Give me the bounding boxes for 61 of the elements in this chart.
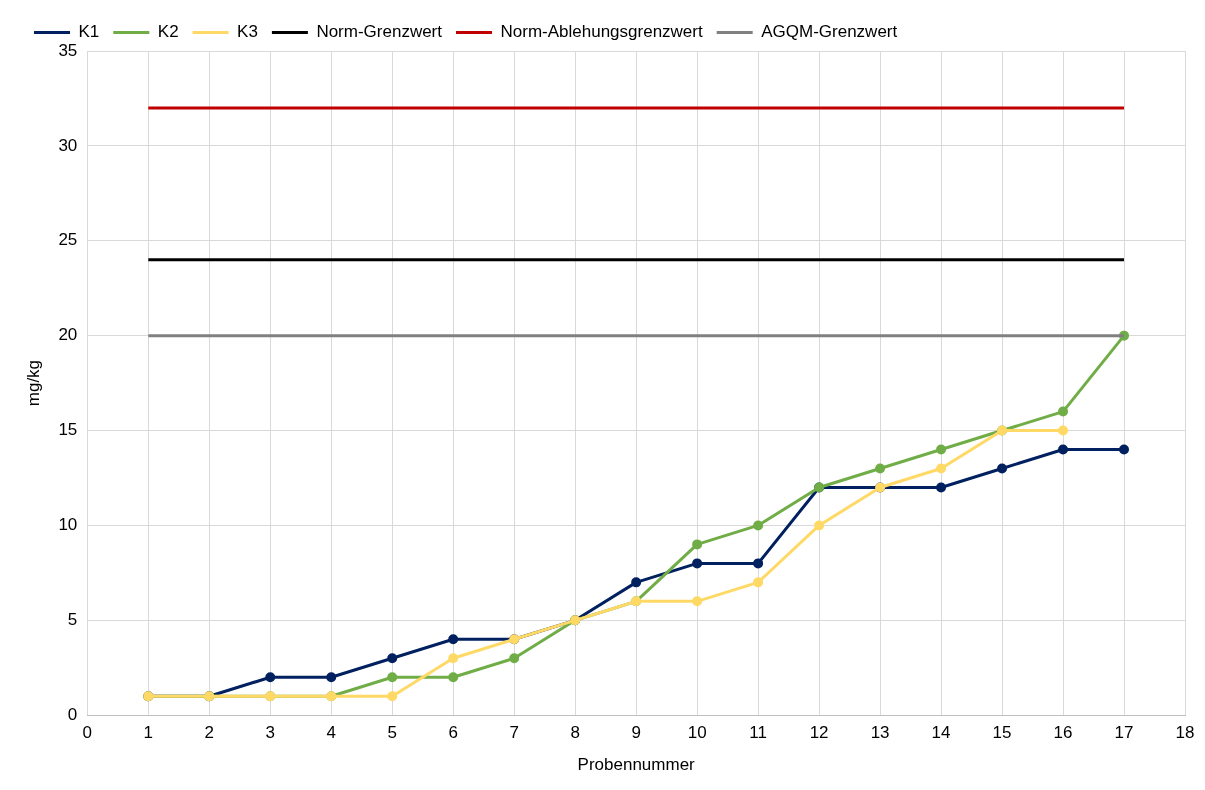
x-tick-label: 15 [992,723,1012,743]
y-axis-title: mg/kg [23,359,43,407]
point [448,672,459,683]
y-tick-label: 20 [58,325,78,345]
y-tick-label: 15 [58,420,78,440]
point [1058,444,1069,455]
y-tick-label: 30 [58,135,78,155]
legend-label: Norm-Ablehungsgrenzwert [500,22,703,42]
point [1119,444,1130,455]
legend-label: K3 [237,22,258,42]
x-tick-label: 5 [387,723,397,743]
x-tick-label: 10 [687,723,707,743]
y-tick-label: 0 [67,704,78,724]
point [692,558,703,569]
x-tick-label: 18 [1175,723,1195,743]
point [631,577,642,588]
x-axis-title: Probennummer [577,755,696,775]
point [753,520,764,531]
x-tick-label: 6 [448,723,458,743]
point [1058,406,1069,417]
x-tick-label: 3 [265,723,275,743]
point [387,691,398,702]
x-tick-label: 13 [870,723,890,743]
legend-label: K1 [78,22,100,42]
y-tick-label: 5 [67,610,78,629]
y-tick-label: 25 [58,230,78,250]
x-tick-label: 14 [931,723,951,743]
point [448,653,459,664]
point [753,577,764,588]
point [753,558,764,569]
point [692,596,703,607]
point [814,520,825,531]
y-tick-label: 35 [58,40,78,60]
x-tick-label: 0 [82,723,93,743]
point [936,463,947,474]
point [1058,425,1069,436]
x-tick-label: 4 [326,723,336,743]
point [875,463,886,474]
x-tick-label: 17 [1114,723,1134,743]
point [936,444,947,455]
x-tick-label: 11 [749,723,767,743]
point [387,672,398,683]
x-tick-label: 7 [509,723,519,743]
x-tick-label: 9 [631,723,641,743]
point [936,482,947,493]
x-tick-label: 2 [204,723,215,743]
x-tick-label: 1 [143,723,154,743]
point [509,653,520,664]
legend-label: K2 [157,22,179,42]
x-tick-label: 8 [570,723,580,743]
x-tick-label: 12 [809,723,829,743]
point [997,463,1008,474]
point [387,653,398,664]
x-tick-label: 16 [1053,723,1073,743]
legend-label: AGQM-Grenzwert [761,22,898,42]
legend-label: Norm-Grenzwert [316,22,443,42]
point [265,672,276,683]
point [692,539,703,550]
point [326,672,337,683]
y-tick-label: 10 [58,515,78,535]
point [448,634,459,645]
